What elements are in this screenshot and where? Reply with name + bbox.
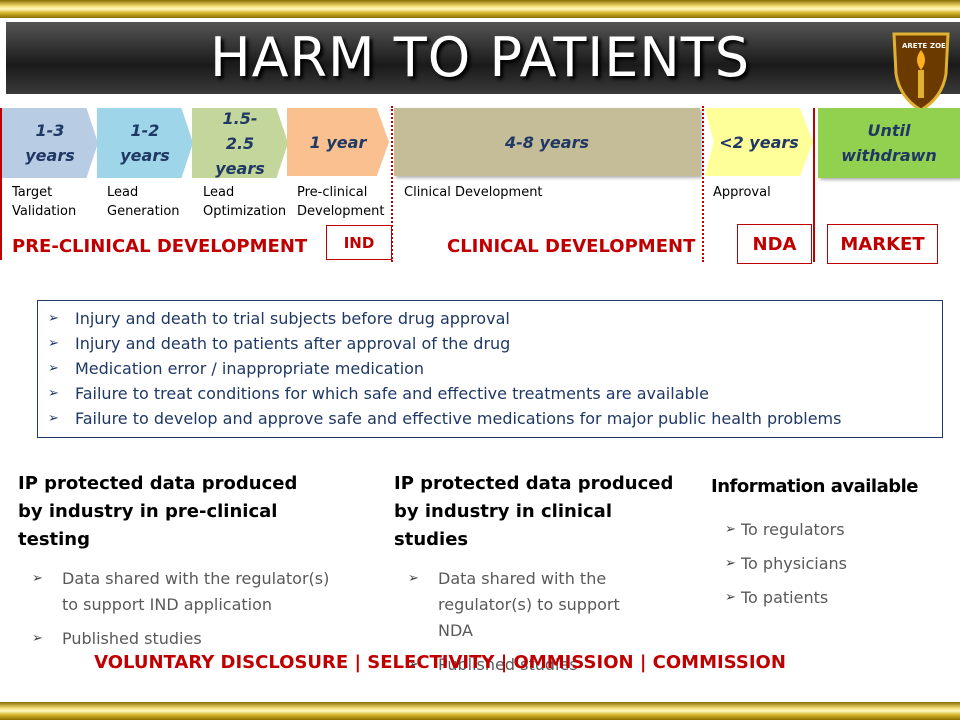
footer: VOLUNTARY DISCLOSURE | SELECTIVITY | OMM… (94, 652, 786, 673)
column-heading: IP protected data produced by industry i… (394, 473, 674, 550)
stage-duration: Until withdrawn (841, 121, 937, 165)
stage-label: Clinical Development (404, 185, 543, 200)
column-item: Data shared with the regulator(s) to sup… (18, 566, 342, 618)
column: IP protected data produced by industry i… (18, 470, 358, 660)
harm-item: Injury and death to patients after appro… (38, 331, 942, 356)
phase-box: IND (326, 225, 392, 260)
phase-label: CLINICAL DEVELOPMENT (447, 236, 696, 257)
gold-bar (0, 0, 960, 18)
column: IP protected data produced by industry i… (394, 470, 694, 686)
gold-bar (0, 702, 960, 720)
logo: ARETE ZOE (892, 32, 950, 112)
stage-arrow: 1-3 years (2, 108, 98, 178)
column-list: Data shared with the regulator(s) to sup… (394, 566, 694, 678)
column-item: Data shared with the regulator(s) to sup… (394, 566, 638, 644)
stage-label: Target Validation (12, 185, 77, 219)
stage-arrow: <2 years (705, 108, 813, 176)
title: HARM TO PATIENTS (209, 26, 751, 89)
harm-item: Injury and death to trial subjects befor… (38, 306, 942, 331)
stage-box: Until withdrawn (818, 108, 960, 178)
title-band (6, 22, 960, 94)
harms-box: Injury and death to trial subjects befor… (37, 300, 943, 438)
harm-item: Failure to treat conditions for which sa… (38, 381, 942, 406)
stage-label: Lead Generation (107, 185, 180, 219)
divider (0, 108, 2, 260)
column-list: Data shared with the regulator(s) to sup… (18, 566, 358, 652)
stage-label: Pre-clinical Development (297, 185, 385, 219)
stage-box: 4-8 years (394, 108, 700, 176)
stage-duration: 1-2 years (120, 121, 170, 165)
column-item: To regulators (711, 517, 951, 543)
stage-label: Approval (713, 185, 771, 200)
column: Information available To regulators To p… (711, 473, 951, 619)
harms-list: Injury and death to trial subjects befor… (38, 306, 942, 431)
column-item: Published studies (18, 626, 358, 652)
column-heading: IP protected data produced by industry i… (18, 473, 298, 550)
logo-text: ARETE (902, 42, 927, 50)
phase-label: PRE-CLINICAL DEVELOPMENT (12, 236, 308, 257)
stage-arrow: 1.5-2.5 years (192, 108, 288, 178)
stage-duration: 1.5-2.5 years (215, 108, 265, 178)
divider (702, 106, 704, 262)
phase-box: MARKET (827, 224, 938, 264)
stage-label: Lead Optimization (203, 185, 287, 219)
harm-item: Medication error / inappropriate medicat… (38, 356, 942, 381)
stage-arrow: 1 year (287, 108, 389, 176)
logo-text: ZOE (930, 42, 946, 50)
stage-duration: <2 years (719, 132, 799, 152)
harm-item: Failure to develop and approve safe and … (38, 406, 942, 431)
divider (813, 108, 815, 262)
column-item: To patients (711, 585, 951, 611)
column-list: To regulators To physicians To patients (711, 517, 951, 611)
stage-arrow: 1-2 years (97, 108, 193, 178)
column-heading: Information available (711, 476, 919, 497)
stage-duration: 4-8 years (505, 132, 589, 152)
divider (391, 106, 393, 262)
column-item: To physicians (711, 551, 951, 577)
stage-duration: 1 year (309, 132, 367, 152)
stage-duration: 1-3 years (25, 121, 75, 165)
column-item: Published studies (394, 652, 694, 678)
phase-box: NDA (737, 224, 812, 264)
